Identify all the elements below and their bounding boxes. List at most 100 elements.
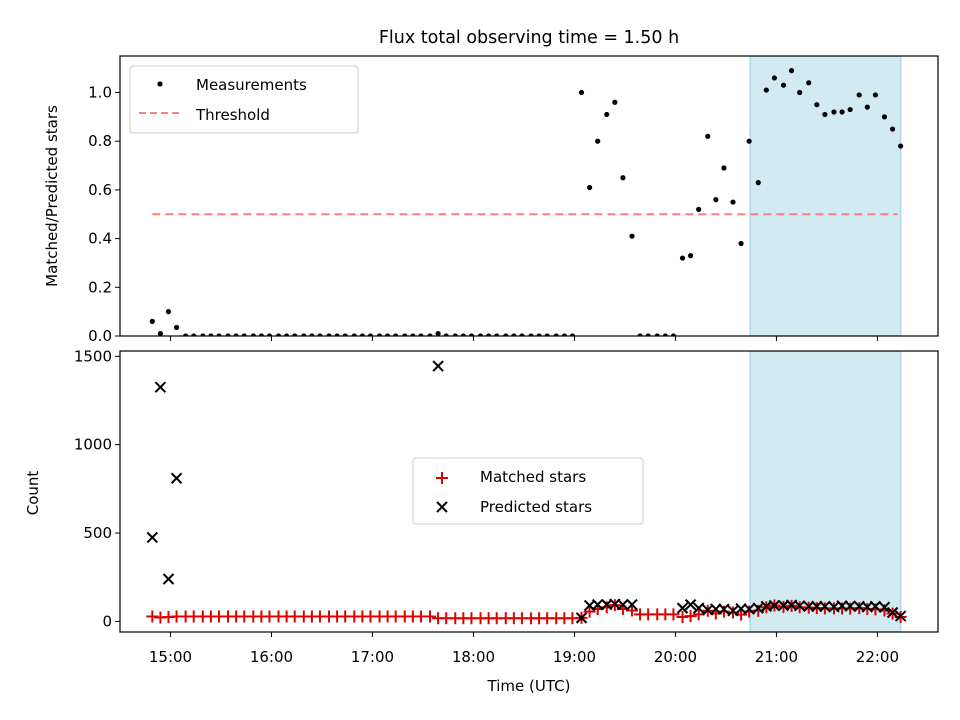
x-tick-label: 22:00 xyxy=(856,648,899,666)
measurement-point xyxy=(402,333,408,336)
predicted-star-point xyxy=(894,610,907,622)
measurement-point xyxy=(687,253,694,259)
measurement-point xyxy=(544,333,550,336)
measurement-point xyxy=(806,80,812,86)
measurement-point xyxy=(191,333,197,336)
measurement-point xyxy=(569,333,576,336)
x-tick-label: 16:00 xyxy=(250,648,293,666)
bottom-ytick-label: 1500 xyxy=(74,347,112,365)
measurement-point xyxy=(200,333,206,336)
measurement-point xyxy=(258,333,264,336)
measurement-point xyxy=(721,165,727,171)
predicted-star-point xyxy=(170,472,183,484)
predicted-star-point xyxy=(727,605,739,617)
measurement-point xyxy=(872,92,878,98)
measurement-point xyxy=(696,206,702,212)
legend-predicted-marker xyxy=(436,501,448,513)
measurement-point xyxy=(645,333,651,336)
bottom-ytick-label: 500 xyxy=(83,524,112,542)
measurement-point xyxy=(443,333,449,336)
measurement-point xyxy=(839,109,845,115)
measurement-point xyxy=(367,333,374,336)
measurement-point xyxy=(165,309,172,315)
observing-window-span xyxy=(749,351,902,632)
measurement-point xyxy=(216,333,222,336)
measurement-point xyxy=(755,180,761,186)
observing-window-span xyxy=(749,56,902,336)
measurement-point xyxy=(654,333,660,336)
x-axis-label: Time (UTC) xyxy=(487,677,571,695)
predicted-star-point xyxy=(844,600,856,612)
predicted-star-point xyxy=(162,573,175,585)
measurement-point xyxy=(183,333,189,336)
measurement-point xyxy=(309,333,315,336)
measurement-point xyxy=(494,333,500,336)
top-ytick-label: 0.0 xyxy=(88,327,112,345)
predicted-star-point xyxy=(684,598,697,611)
predicted-star-point xyxy=(718,603,730,615)
measurement-point xyxy=(385,333,391,336)
chart-title: Flux total observing time = 1.50 h xyxy=(379,28,679,48)
matched-star-point xyxy=(626,604,639,617)
top-axes-frame xyxy=(119,55,939,337)
measurement-point xyxy=(173,324,180,331)
measurement-point xyxy=(250,333,256,336)
predicted-star-point xyxy=(575,612,588,624)
top-panel: 0.0 0.2 0.4 0.6 0.8 1.0 Matched/Predicted sta… xyxy=(43,55,939,345)
measurement-point xyxy=(519,333,525,336)
matched-star-point xyxy=(667,608,680,621)
x-tick-label: 21:00 xyxy=(755,648,798,666)
measurement-point xyxy=(511,333,517,336)
predicted-star-point xyxy=(878,601,891,613)
measurement-point xyxy=(326,333,332,336)
matched-star-point xyxy=(684,610,697,623)
matched-star-point xyxy=(146,610,159,623)
measurement-point xyxy=(292,333,298,336)
measurement-point xyxy=(620,175,626,181)
measurement-point xyxy=(427,333,433,336)
measurement-point xyxy=(604,111,610,118)
measurement-point xyxy=(578,89,585,96)
x-tick-label: 19:00 xyxy=(553,648,596,666)
measurement-point xyxy=(831,109,837,115)
predicted-star-point xyxy=(154,381,167,393)
predicted-star-point xyxy=(692,602,705,614)
measurement-point xyxy=(301,333,307,336)
legend-threshold-label: Threshold xyxy=(195,106,270,124)
bottom-legend: Matched stars Predicted stars xyxy=(412,457,644,525)
measurement-point xyxy=(208,333,214,336)
predicted-star-point xyxy=(432,360,444,372)
predicted-star-point xyxy=(793,600,806,612)
measurement-point xyxy=(595,138,601,144)
bottom-ytick-label: 1000 xyxy=(74,436,112,454)
predicted-star-point xyxy=(626,598,638,611)
legend-measurement-marker xyxy=(157,81,163,87)
measurement-point xyxy=(468,333,475,336)
legend-predicted-label: Predicted stars xyxy=(480,498,592,516)
matched-star-point xyxy=(583,605,596,618)
measurement-point xyxy=(612,99,618,105)
measurement-point xyxy=(410,333,416,336)
predicted-star-point xyxy=(819,600,831,613)
measurement-point xyxy=(637,333,643,336)
top-ytick-label: 0.6 xyxy=(88,181,112,199)
legend-measurements-label: Measurements xyxy=(196,76,307,94)
measurement-point xyxy=(553,333,559,336)
measurement-point xyxy=(738,240,744,247)
legend-matched-marker xyxy=(436,472,448,484)
measurement-point xyxy=(418,333,424,336)
measurement-point xyxy=(477,333,484,336)
predicted-star-point xyxy=(886,606,899,619)
top-legend: Measurements Threshold xyxy=(129,65,359,134)
measurement-point xyxy=(376,333,383,336)
measurement-point xyxy=(351,333,357,336)
measurement-point xyxy=(225,333,231,336)
bottom-ytick-label: 0 xyxy=(102,612,112,630)
measurement-point xyxy=(460,333,466,336)
bottom-panel: 0 500 1000 1500 15:00 16:00 17:00 18:00 19:00 20… xyxy=(24,347,939,695)
measurement-point xyxy=(586,184,593,191)
measurement-point xyxy=(157,330,163,336)
measurement-point xyxy=(788,68,795,74)
bottom-y-axis-label: Count xyxy=(24,471,42,516)
